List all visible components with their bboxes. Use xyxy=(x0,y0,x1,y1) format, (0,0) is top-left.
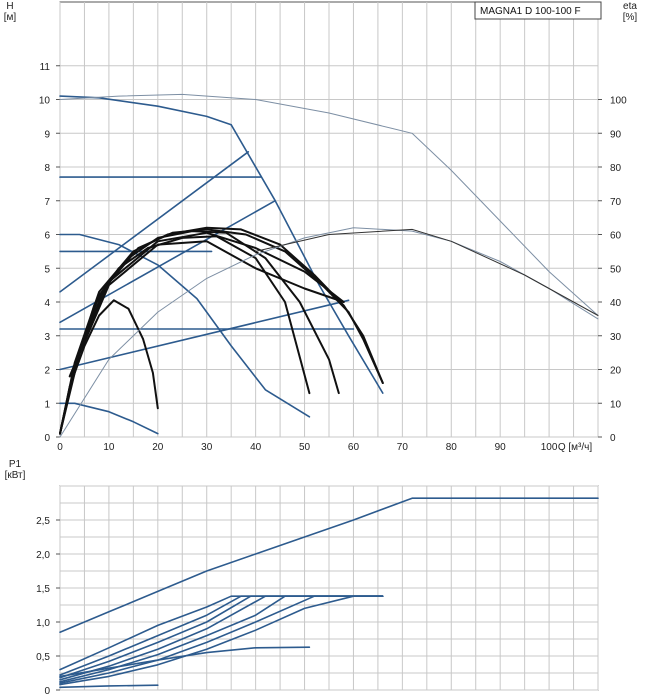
head-curve-1 xyxy=(59,95,232,126)
y-tick-label: 2 xyxy=(44,366,50,377)
y2-tick-label: 10 xyxy=(610,399,622,410)
x-tick-label: 10 xyxy=(103,442,115,453)
head-chart-grid xyxy=(56,1,602,438)
x-tick-label: 20 xyxy=(152,442,164,453)
y2-tick-label: 30 xyxy=(610,332,622,343)
power-axis-label: [кВт] xyxy=(5,470,26,481)
y-tick-label: 4 xyxy=(44,298,50,309)
y2-axis-label: [%] xyxy=(623,12,638,23)
power-chart-grid xyxy=(56,485,599,691)
x-tick-label: 50 xyxy=(299,442,311,453)
x-tick-label: 90 xyxy=(495,442,507,453)
power-curve-8 xyxy=(59,595,384,686)
axis-labels: 0 10 20 30 40 50 60 70 80 90 100 0 1 2 3 4 5 6 7 8 9 10 11 0 10 2… xyxy=(4,1,638,697)
y-tick-label: 6 xyxy=(44,231,50,242)
y-tick-label: 7 xyxy=(44,197,50,208)
x-tick-label: 100 xyxy=(541,442,558,453)
y-tick-label: 9 xyxy=(44,129,50,140)
x-tick-label: 80 xyxy=(446,442,458,453)
head-curve-6 xyxy=(59,151,250,293)
x-tick-label: 0 xyxy=(57,442,63,453)
y-tick-label: 10 xyxy=(39,96,51,107)
head-chart-series xyxy=(59,93,599,438)
y2-tick-label: 70 xyxy=(610,197,622,208)
head-curve-18 xyxy=(59,93,599,316)
y-tick-label: 3 xyxy=(44,332,50,343)
y-tick-label: 0,5 xyxy=(36,652,50,663)
x-tick-label: 60 xyxy=(348,442,360,453)
y2-tick-label: 0 xyxy=(610,433,616,444)
y-tick-label: 0 xyxy=(44,433,50,444)
y-tick-label: 1 xyxy=(44,399,50,410)
head-curve-8 xyxy=(59,299,350,371)
power-curve-10 xyxy=(59,684,159,689)
power-curve-1 xyxy=(59,497,599,634)
y-tick-label: 5 xyxy=(44,264,50,275)
y2-tick-label: 90 xyxy=(610,129,622,140)
head-curve-15 xyxy=(59,228,384,435)
y-tick-label: 1,0 xyxy=(36,618,50,629)
y-tick-label: 8 xyxy=(44,163,50,174)
y2-tick-label: 100 xyxy=(610,96,627,107)
model-label: MAGNA1 D 100-100 F xyxy=(480,6,581,17)
x-axis-label: Q [м³/ч] xyxy=(558,442,593,453)
y2-tick-label: 40 xyxy=(610,298,622,309)
power-curve-6 xyxy=(59,595,384,683)
head-curve-17 xyxy=(68,231,345,378)
power-chart-series xyxy=(59,497,599,689)
power-axis-label: P1 xyxy=(9,459,22,470)
y-tick-label: 1,5 xyxy=(36,584,50,595)
head-curve-10 xyxy=(59,402,159,435)
power-curve-7 xyxy=(59,595,384,685)
x-tick-label: 30 xyxy=(201,442,213,453)
y2-tick-label: 60 xyxy=(610,231,622,242)
y-tick-label: 2,5 xyxy=(36,516,50,527)
y2-tick-label: 50 xyxy=(610,264,622,275)
head-curve-16 xyxy=(68,240,345,378)
x-tick-label: 40 xyxy=(250,442,262,453)
x-tick-label: 70 xyxy=(397,442,409,453)
y2-tick-label: 20 xyxy=(610,366,622,377)
power-curve-9 xyxy=(59,646,311,678)
head-curve-20 xyxy=(255,228,599,316)
y-tick-label: 2,0 xyxy=(36,550,50,561)
y2-axis-label: eta xyxy=(623,1,637,12)
head-curve-19 xyxy=(59,227,599,438)
head-curve-9 xyxy=(59,233,311,418)
y-axis-label: [м] xyxy=(4,12,17,23)
y2-tick-label: 80 xyxy=(610,163,622,174)
y-tick-label: 11 xyxy=(40,62,51,73)
y-tick-label: 0 xyxy=(44,686,50,697)
model-label-box: MAGNA1 D 100-100 F xyxy=(474,1,602,20)
head-curve-2 xyxy=(230,124,384,394)
y-axis-label: H xyxy=(6,1,13,12)
